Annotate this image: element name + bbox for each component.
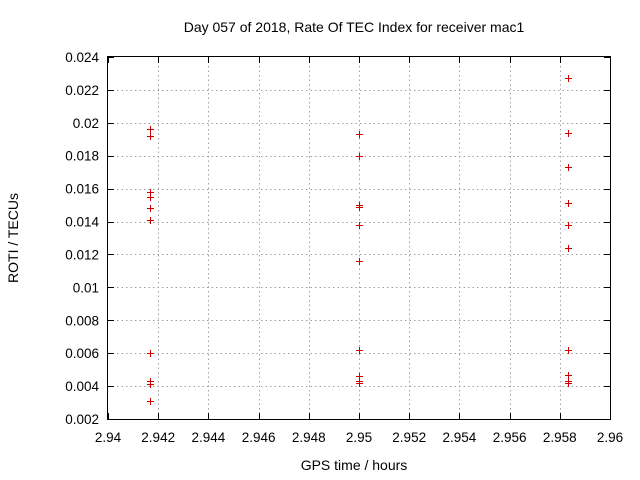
- data-point-marker: [147, 217, 154, 224]
- x-tick-label: 2.94: [95, 430, 122, 445]
- data-point-marker: [147, 126, 154, 133]
- x-tick-label: 2.942: [141, 430, 175, 445]
- y-tick-label: 0.012: [65, 247, 99, 262]
- data-point-marker: [565, 75, 572, 82]
- data-point-marker: [565, 380, 572, 387]
- y-tick-label: 0.004: [65, 379, 99, 394]
- x-tick-label: 2.944: [192, 430, 226, 445]
- data-point-marker: [356, 347, 363, 354]
- y-axis-title: ROTI / TECUs: [5, 193, 21, 283]
- data-point-marker: [356, 222, 363, 229]
- plot-frame: [107, 56, 611, 420]
- y-tick-label: 0.008: [65, 313, 99, 328]
- data-point-marker: [565, 347, 572, 354]
- y-tick-labels: 0.002 0.004 0.006 0.008 0.01 0.012 0.014 0.016 0…: [65, 50, 99, 427]
- y-tick-label: 0.02: [73, 116, 99, 131]
- data-point-marker: [565, 130, 572, 137]
- y-tick-label: 0.024: [65, 50, 99, 65]
- x-tick-label: 2.946: [242, 430, 276, 445]
- data-point-marker: [356, 258, 363, 265]
- x-tick-label: 2.948: [292, 430, 326, 445]
- axis-ticks: [108, 57, 611, 420]
- data-point-marker: [147, 398, 154, 405]
- data-point-marker: [356, 380, 363, 387]
- data-point-marker: [565, 164, 572, 171]
- data-point-marker: [356, 131, 363, 138]
- data-point-marker: [147, 194, 154, 201]
- y-tick-label: 0.002: [65, 412, 99, 427]
- data-point-marker: [565, 372, 572, 379]
- data-point-marker: [356, 153, 363, 160]
- y-tick-label: 0.018: [65, 149, 99, 164]
- y-tick-label: 0.006: [65, 346, 99, 361]
- y-tick-label: 0.022: [65, 83, 99, 98]
- x-tick-label: 2.956: [493, 430, 527, 445]
- y-tick-label: 0.01: [73, 280, 99, 295]
- chart-title: Day 057 of 2018, Rate Of TEC Index for r…: [184, 19, 525, 35]
- data-point-marker: [565, 200, 572, 207]
- grid: [108, 57, 610, 419]
- x-tick-label: 2.952: [392, 430, 426, 445]
- x-tick-labels: 2.94 2.942 2.944 2.946 2.948 2.95 2.952 2.954 2.…: [95, 430, 623, 445]
- x-tick-label: 2.96: [597, 430, 623, 445]
- x-axis-title: GPS time / hours: [301, 457, 408, 473]
- x-tick-label: 2.958: [543, 430, 577, 445]
- data-point-marker: [147, 205, 154, 212]
- x-tick-label: 2.954: [443, 430, 477, 445]
- data-point-marker: [147, 381, 154, 388]
- y-tick-label: 0.014: [65, 215, 99, 230]
- x-tick-label: 2.95: [346, 430, 372, 445]
- y-tick-label: 0.016: [65, 182, 99, 197]
- data-point-marker: [356, 204, 363, 211]
- data-points: [147, 75, 572, 405]
- data-point-marker: [147, 350, 154, 357]
- data-point-marker: [565, 222, 572, 229]
- data-point-marker: [565, 245, 572, 252]
- data-point-marker: [147, 133, 154, 140]
